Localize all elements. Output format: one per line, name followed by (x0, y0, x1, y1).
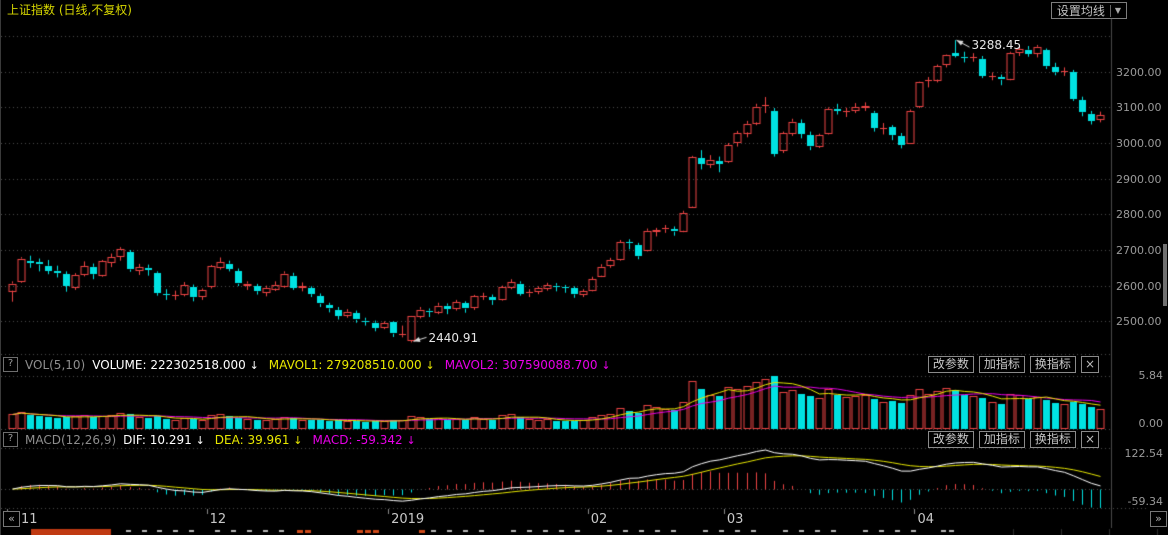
price-axis-label: 2900.00 (1116, 172, 1162, 186)
volume-scale-max: 5.84 (1138, 369, 1164, 382)
macd-panel-buttons: 改参数 加指标 换指标 × (927, 431, 1099, 448)
scroll-left-button[interactable]: « (3, 511, 20, 527)
high-annotation: 3288.45 (971, 38, 1022, 53)
down-arrow-icon: ↓ (249, 358, 259, 372)
macd-scale-max: 122.54 (1124, 447, 1164, 460)
volume-panel-header: ? VOL(5,10) VOLUME: 222302518.000 ↓ MAVOL… (1, 356, 1103, 373)
x-axis-month-label: 03 (726, 512, 744, 527)
indicator-field: DEA: 39.961 ↓ (214, 432, 303, 447)
x-axis-month-label: 2019 (391, 512, 425, 527)
x-axis-month-label: 11 (21, 512, 38, 527)
x-axis-month-label: 04 (917, 512, 934, 527)
help-icon[interactable]: ? (3, 432, 18, 447)
macd-panel-header: ? MACD(12,26,9) DIF: 10.291 ↓ DEA: 39.961… (1, 431, 1103, 448)
change-params-button[interactable]: 改参数 (927, 356, 974, 373)
scrollbar-thumb[interactable] (1163, 244, 1167, 306)
price-axis-label: 3100.00 (1116, 101, 1162, 115)
volume-indicator-values: VOLUME: 222302518.000 ↓ MAVOL1: 279208510… (92, 358, 610, 372)
chevron-down-icon: ▼ (1109, 4, 1121, 17)
indicator-field: MAVOL1: 279208510.000 ↓ (268, 357, 435, 372)
close-panel-button[interactable]: × (1080, 356, 1099, 373)
price-axis-label: 2700.00 (1116, 243, 1162, 257)
x-axis-month-label: 02 (590, 512, 608, 527)
ma-settings-button[interactable]: 设置均线 ▼ (1050, 2, 1127, 19)
indicator-field: VOLUME: 222302518.000 ↓ (92, 357, 259, 372)
price-axis-label: 2600.00 (1116, 279, 1162, 293)
indicator-field: DIF: 10.291 ↓ (123, 432, 205, 447)
price-axis-label: 2800.00 (1116, 208, 1162, 222)
down-arrow-icon: ↓ (195, 433, 205, 447)
add-indicator-button[interactable]: 加指标 (978, 431, 1025, 448)
right-scrollbar[interactable] (1162, 16, 1168, 510)
ma-settings-label: 设置均线 (1056, 3, 1105, 18)
down-arrow-icon: ↓ (601, 358, 611, 372)
help-icon[interactable]: ? (3, 357, 18, 372)
macd-indicator-name: MACD(12,26,9) (25, 432, 117, 447)
add-indicator-button[interactable]: 加指标 (978, 356, 1025, 373)
switch-indicator-button[interactable]: 换指标 (1029, 356, 1076, 373)
close-panel-button[interactable]: × (1080, 431, 1099, 448)
down-arrow-icon: ↓ (406, 433, 416, 447)
low-annotation: 2440.91 (428, 331, 479, 346)
switch-indicator-button[interactable]: 换指标 (1029, 431, 1076, 448)
down-arrow-icon: ↓ (293, 433, 303, 447)
x-axis-month-label: 12 (209, 512, 227, 527)
price-axis-label: 3200.00 (1116, 65, 1162, 79)
macd-scale-min: -59.34 (1127, 495, 1163, 508)
price-axis-label: 2500.00 (1116, 315, 1162, 329)
indicator-field: MACD: -59.342 ↓ (312, 432, 416, 447)
macd-indicator-values: DIF: 10.291 ↓ DEA: 39.961 ↓ MACD: -59.342 … (123, 433, 416, 447)
down-arrow-icon: ↓ (425, 358, 435, 372)
volume-panel-buttons: 改参数 加指标 换指标 × (927, 356, 1099, 373)
change-params-button[interactable]: 改参数 (927, 431, 974, 448)
volume-indicator-name: VOL(5,10) (25, 357, 86, 372)
volume-scale-min: 0.00 (1138, 417, 1164, 430)
price-axis-label: 3000.00 (1116, 137, 1162, 150)
indicator-field: MAVOL2: 307590088.700 ↓ (444, 357, 611, 372)
scroll-right-button[interactable]: » (1150, 511, 1167, 527)
page-title: 上证指数 (日线,不复权) (7, 3, 132, 17)
